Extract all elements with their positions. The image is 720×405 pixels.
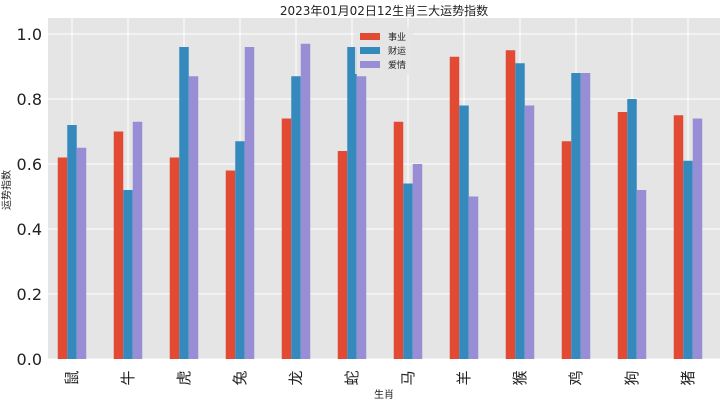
bar-财运 (683, 160, 693, 359)
bar-事业 (337, 151, 348, 359)
bar-事业 (561, 141, 572, 359)
bar-财运 (515, 63, 525, 359)
legend-swatch (360, 47, 380, 54)
legend-swatch (360, 61, 380, 68)
bar-爱情 (76, 147, 87, 359)
bar-事业 (57, 157, 68, 359)
x-tick-label: 马 (399, 370, 417, 385)
x-tick-label: 猪 (679, 370, 697, 385)
y-tick-label: 0.6 (17, 155, 42, 174)
bar-爱情 (524, 105, 535, 359)
bar-财运 (459, 105, 469, 359)
bar-爱情 (132, 121, 143, 359)
legend-label: 财运 (388, 45, 406, 57)
legend-label: 事业 (388, 31, 406, 43)
bar-财运 (627, 99, 637, 359)
x-tick-label: 猴 (511, 370, 529, 385)
x-tick-label: 虎 (175, 370, 193, 385)
bar-事业 (281, 118, 292, 359)
bar-财运 (347, 47, 357, 359)
bar-财运 (403, 183, 413, 359)
legend-label: 爱情 (388, 59, 406, 71)
y-tick-label: 1.0 (17, 25, 42, 44)
bar-事业 (169, 157, 180, 359)
bar-爱情 (300, 43, 311, 359)
bar-事业 (449, 56, 460, 359)
bar-财运 (179, 47, 189, 359)
y-axis-label: 运势指数 (0, 170, 13, 210)
y-tick-label: 0.2 (17, 285, 42, 304)
x-tick-label: 狗 (623, 370, 641, 385)
bar-事业 (673, 115, 684, 359)
x-tick-label: 蛇 (343, 370, 361, 385)
x-tick-label: 牛 (119, 370, 137, 385)
bar-事业 (225, 170, 236, 359)
bar-财运 (67, 125, 77, 359)
plot-background (48, 18, 720, 359)
x-tick-label: 鸡 (567, 370, 585, 385)
bar-爱情 (580, 73, 591, 359)
bar-事业 (113, 131, 124, 359)
bar-事业 (393, 121, 404, 359)
bar-爱情 (636, 190, 647, 359)
x-tick-label: 羊 (455, 370, 473, 385)
bar-事业 (617, 112, 628, 359)
x-axis-label: 生肖 (374, 388, 394, 401)
bar-爱情 (356, 76, 367, 359)
legend-swatch (360, 33, 380, 40)
y-tick-label: 0.0 (17, 350, 42, 369)
bar-财运 (123, 190, 133, 359)
bar-爱情 (412, 164, 423, 359)
bar-爱情 (244, 47, 255, 359)
x-tick-label: 龙 (287, 370, 305, 385)
x-tick-label: 兔 (231, 370, 249, 385)
bar-财运 (235, 141, 245, 359)
chart-title: 2023年01月02日12生肖三大运势指数 (280, 3, 488, 18)
y-tick-label: 0.4 (17, 220, 42, 239)
bar-爱情 (468, 196, 479, 359)
bar-财运 (571, 73, 581, 359)
bar-财运 (291, 76, 301, 359)
bar-爱情 (692, 118, 703, 359)
y-tick-label: 0.8 (17, 90, 42, 109)
bar-爱情 (188, 76, 199, 359)
bar-事业 (505, 50, 516, 359)
x-tick-label: 鼠 (63, 370, 81, 385)
